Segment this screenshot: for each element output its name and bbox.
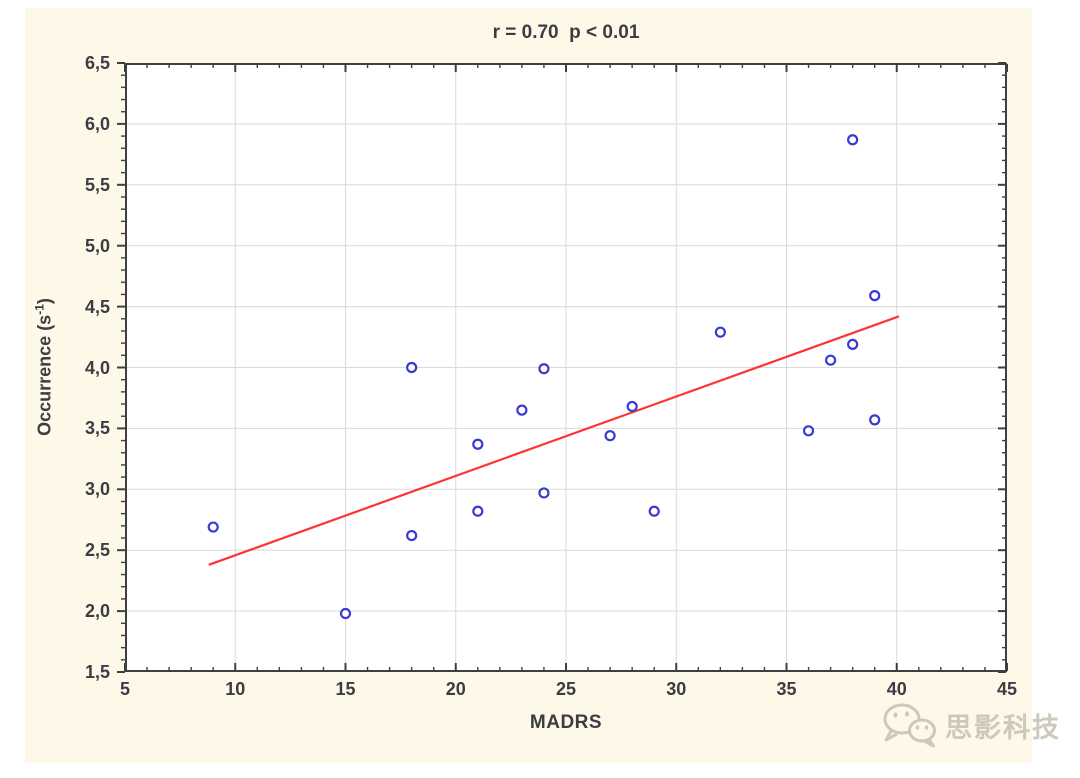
data-point — [604, 430, 616, 442]
y-tick-label: 2,0 — [84, 601, 110, 622]
data-point — [869, 414, 881, 426]
regression-line — [208, 315, 900, 566]
y-tick-label: 4,0 — [84, 357, 110, 378]
x-axis-title: MADRS — [529, 712, 603, 733]
y-tick-label: 2,5 — [84, 540, 110, 561]
x-tick-label: 10 — [225, 679, 246, 699]
data-point — [538, 363, 550, 375]
x-tick-label: 40 — [886, 679, 907, 699]
x-tick-label: 30 — [666, 679, 687, 699]
x-tick-label: 5 — [119, 679, 130, 699]
y-tick-label: 3,0 — [84, 479, 110, 500]
data-point — [516, 404, 528, 416]
scatter-plot — [117, 62, 1008, 673]
data-point — [406, 361, 418, 374]
data-point — [472, 505, 484, 517]
data-point — [802, 425, 815, 437]
watermark-text: 思影科技 — [945, 712, 1061, 743]
y-tick-label: 5,0 — [84, 235, 110, 256]
data-point — [472, 438, 484, 450]
data-point — [847, 134, 859, 146]
chart-title: r = 0.70 p < 0.01 — [492, 22, 640, 43]
data-point — [869, 290, 881, 302]
data-point — [406, 529, 418, 542]
data-point — [714, 326, 726, 338]
x-tick-label: 45 — [996, 679, 1018, 699]
data-point — [824, 354, 837, 366]
data-point — [626, 400, 638, 413]
y-tick-label: 4,5 — [84, 296, 110, 317]
y-tick-label: 6,0 — [84, 113, 110, 134]
data-point — [847, 338, 859, 350]
data-point — [207, 521, 219, 533]
x-tick-label: 35 — [776, 679, 797, 699]
wechat-icon — [883, 703, 936, 748]
x-tick-label: 15 — [335, 679, 356, 699]
watermark: 思影科技 — [881, 702, 1061, 748]
x-tick-label: 25 — [555, 679, 577, 699]
data-point — [648, 505, 660, 517]
x-tick-label: 20 — [445, 679, 466, 699]
data-point — [339, 607, 352, 620]
y-tick-label: 3,5 — [84, 418, 110, 439]
y-tick-label: 1,5 — [84, 662, 110, 682]
y-tick-label: 6,5 — [84, 53, 110, 73]
data-point — [538, 487, 550, 499]
plot-frame — [125, 63, 1007, 672]
y-tick-label: 5,5 — [84, 174, 110, 195]
